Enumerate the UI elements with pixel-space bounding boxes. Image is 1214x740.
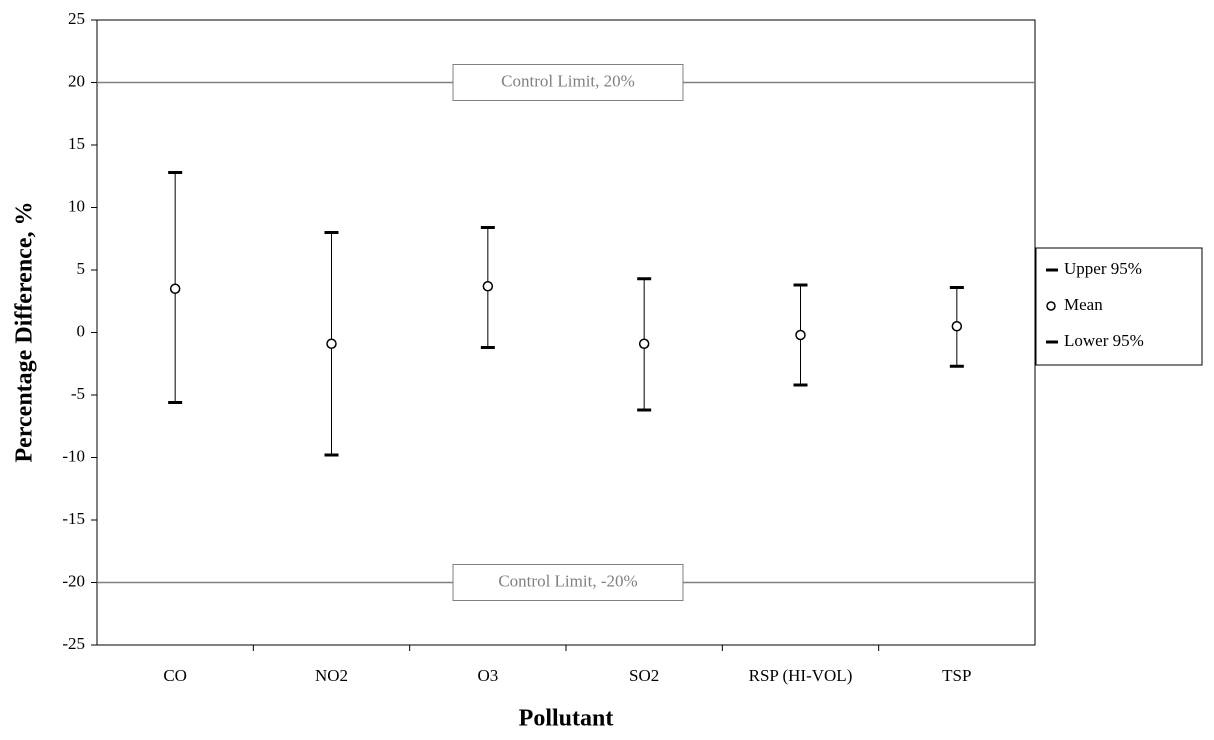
legend-label: Upper 95% <box>1064 259 1142 278</box>
y-tick-label: -15 <box>62 509 85 528</box>
mean-point <box>482 281 494 292</box>
y-tick-label: 20 <box>68 71 85 90</box>
x-axis-title: Pollutant <box>519 706 614 732</box>
control-limit-box <box>452 564 684 601</box>
y-tick-label: 15 <box>68 134 85 153</box>
y-tick-label: 10 <box>68 196 85 215</box>
x-tick-label: O3 <box>477 666 498 685</box>
mean-point <box>169 283 181 294</box>
y-tick-label: -20 <box>62 571 85 590</box>
control-limit-box <box>452 64 684 101</box>
y-tick-label: 5 <box>77 259 86 278</box>
legend-label: Lower 95% <box>1064 331 1144 350</box>
x-tick-label: SO2 <box>629 666 659 685</box>
x-tick-label: CO <box>163 666 187 685</box>
mean-point <box>638 338 650 349</box>
mean-point <box>326 338 337 349</box>
legend-label: Mean <box>1064 295 1103 314</box>
y-tick-label: 0 <box>77 321 86 340</box>
plot-frame <box>96 19 1036 646</box>
y-tick-label: -10 <box>62 446 85 465</box>
y-tick-label: 25 <box>68 9 85 28</box>
x-tick-label: RSP (HI-VOL) <box>749 666 853 685</box>
legend-box <box>1035 247 1203 366</box>
x-tick-label: NO2 <box>315 666 348 685</box>
limit-label: Control Limit, -20% <box>498 571 637 590</box>
x-tick-label: TSP <box>942 666 971 685</box>
mean-point <box>951 321 963 332</box>
limit-label: Control Limit, 20% <box>501 71 635 90</box>
mean-point <box>795 329 806 341</box>
y-tick-label: -25 <box>62 634 85 653</box>
y-tick-label: -5 <box>71 384 85 403</box>
y-axis-title: Percentage Difference, % <box>12 202 38 463</box>
legend-marker <box>1046 301 1056 311</box>
